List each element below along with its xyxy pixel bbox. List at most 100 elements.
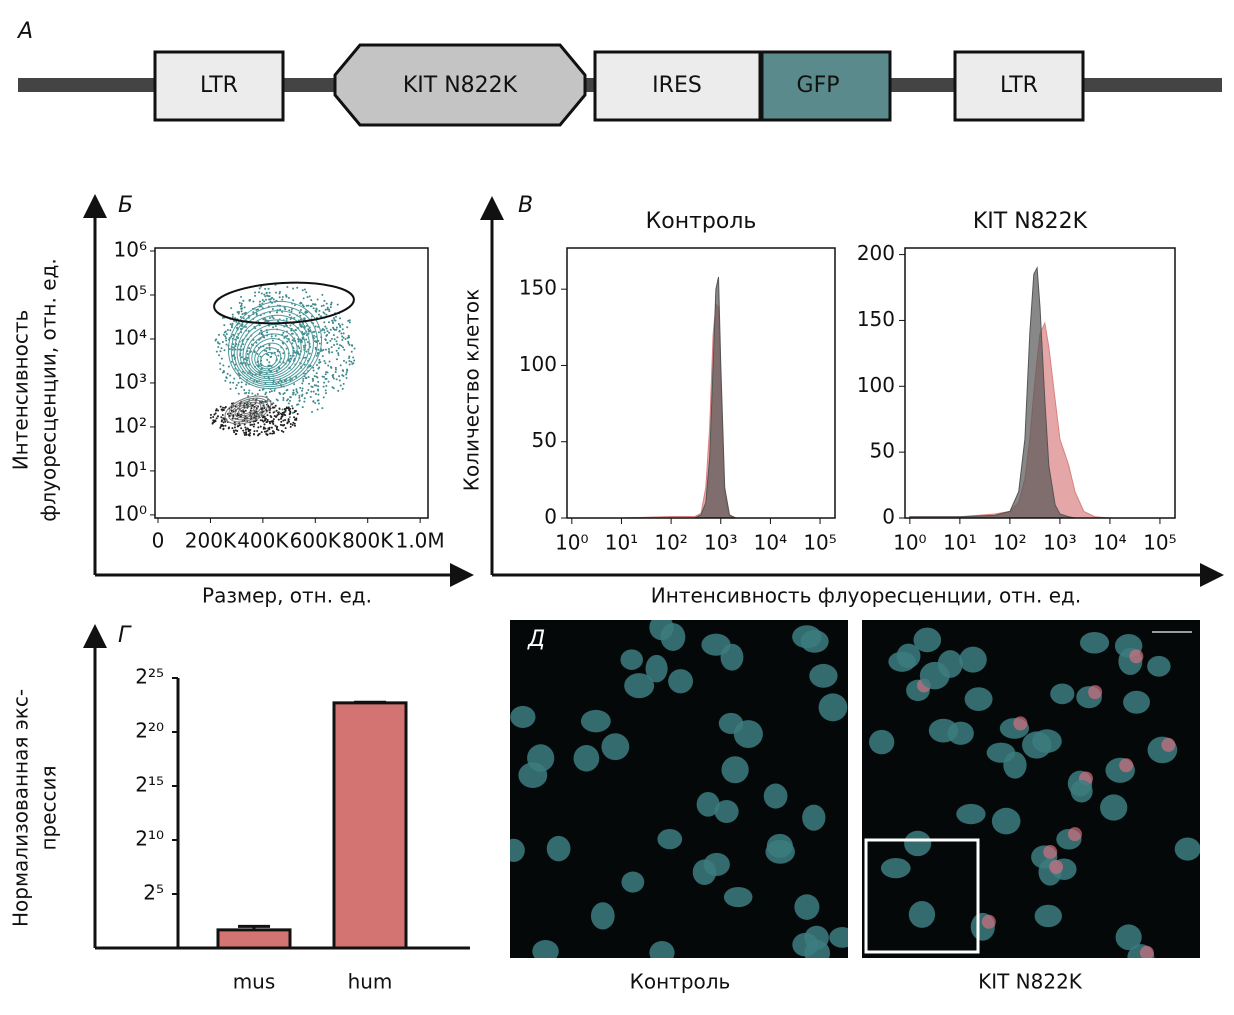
event-dot xyxy=(348,321,351,324)
event-dot xyxy=(256,352,259,355)
event-dot xyxy=(218,354,221,357)
event-dot xyxy=(308,382,311,385)
event-dot xyxy=(286,334,289,337)
event-dot xyxy=(278,391,281,394)
event-dot xyxy=(336,303,339,306)
event-dot xyxy=(289,317,292,320)
event-dot xyxy=(254,294,257,297)
event-dot xyxy=(314,346,317,349)
event-dot xyxy=(250,407,253,410)
event-dot xyxy=(315,340,318,343)
event-dot xyxy=(304,377,307,380)
event-dot xyxy=(264,417,267,420)
kit-signal xyxy=(1049,860,1064,875)
event-dot xyxy=(224,424,227,427)
event-dot xyxy=(341,387,344,390)
event-dot xyxy=(285,317,288,320)
event-dot xyxy=(240,381,243,384)
event-dot xyxy=(244,426,247,429)
event-dot xyxy=(311,377,314,380)
event-dot xyxy=(326,330,329,333)
contour-line xyxy=(231,399,265,421)
event-dot xyxy=(268,428,271,431)
event-dot xyxy=(240,385,243,388)
nucleus xyxy=(721,756,749,784)
y-tick-label: 10⁴ xyxy=(114,325,147,349)
event-dot xyxy=(279,308,282,311)
event-dot xyxy=(242,317,245,320)
contour-line xyxy=(260,351,278,368)
event-dot xyxy=(229,323,232,326)
event-dot xyxy=(267,364,270,367)
event-dot xyxy=(284,308,287,311)
event-dot xyxy=(254,291,257,294)
event-dot xyxy=(339,317,342,320)
event-dot xyxy=(274,404,277,407)
kit-signal xyxy=(1129,649,1144,664)
event-dot xyxy=(316,408,319,411)
event-dot xyxy=(301,395,304,398)
event-dot xyxy=(340,344,343,347)
event-dot xyxy=(311,385,314,388)
event-dot xyxy=(321,355,324,358)
event-dot xyxy=(282,398,285,401)
event-dot xyxy=(270,426,273,429)
x-tick-label: 10³ xyxy=(1043,531,1076,555)
event-dot xyxy=(294,393,297,396)
nucleus xyxy=(1115,924,1142,951)
event-dot xyxy=(328,310,331,313)
event-dot xyxy=(289,411,292,414)
event-dot xyxy=(262,427,265,430)
nucleus xyxy=(692,859,717,885)
event-dot xyxy=(268,348,271,351)
event-dot xyxy=(350,360,353,363)
chart-title: Контроль xyxy=(646,209,757,234)
panel-label: Б xyxy=(118,193,133,218)
event-dot xyxy=(256,392,259,395)
event-dot xyxy=(215,417,218,420)
event-dot xyxy=(286,340,289,343)
nucleus xyxy=(763,783,788,809)
y-tick-label: 10⁶ xyxy=(114,237,147,261)
event-dot xyxy=(265,349,268,352)
event-dot xyxy=(223,349,226,352)
event-dot xyxy=(283,407,286,410)
nucleus xyxy=(809,663,838,688)
event-dot xyxy=(332,387,335,390)
error-bar xyxy=(238,924,270,930)
event-dot xyxy=(231,322,234,325)
event-dot xyxy=(267,287,270,290)
contour-line xyxy=(245,328,298,378)
event-dot xyxy=(242,343,245,346)
contour-line xyxy=(227,397,269,423)
event-dot xyxy=(231,313,234,316)
y-tick-label: 0 xyxy=(882,505,895,529)
event-dot xyxy=(268,317,271,320)
nucleus xyxy=(880,858,911,879)
event-dot xyxy=(262,426,265,429)
y-tick-label: 150 xyxy=(857,307,895,331)
density-cloud xyxy=(209,283,356,437)
event-dot xyxy=(242,361,245,364)
nucleus xyxy=(804,925,829,950)
event-dot xyxy=(302,323,305,326)
event-dot xyxy=(334,366,337,369)
event-dot xyxy=(335,358,338,361)
y-tick-label: 0 xyxy=(544,505,557,529)
nucleus xyxy=(714,799,739,824)
event-dot xyxy=(273,389,276,392)
nucleus xyxy=(794,894,820,920)
event-dot xyxy=(282,397,285,400)
x-tick-label: 400K xyxy=(237,529,289,553)
event-dot xyxy=(326,308,329,311)
event-dot xyxy=(279,417,282,420)
event-dot xyxy=(284,427,287,430)
event-dot xyxy=(316,399,319,402)
event-dot xyxy=(271,419,274,422)
event-dot xyxy=(222,428,225,431)
event-dot xyxy=(318,358,321,361)
event-dot xyxy=(237,312,240,315)
event-dot xyxy=(255,309,258,312)
event-dot xyxy=(326,306,329,309)
event-dot xyxy=(328,360,331,363)
